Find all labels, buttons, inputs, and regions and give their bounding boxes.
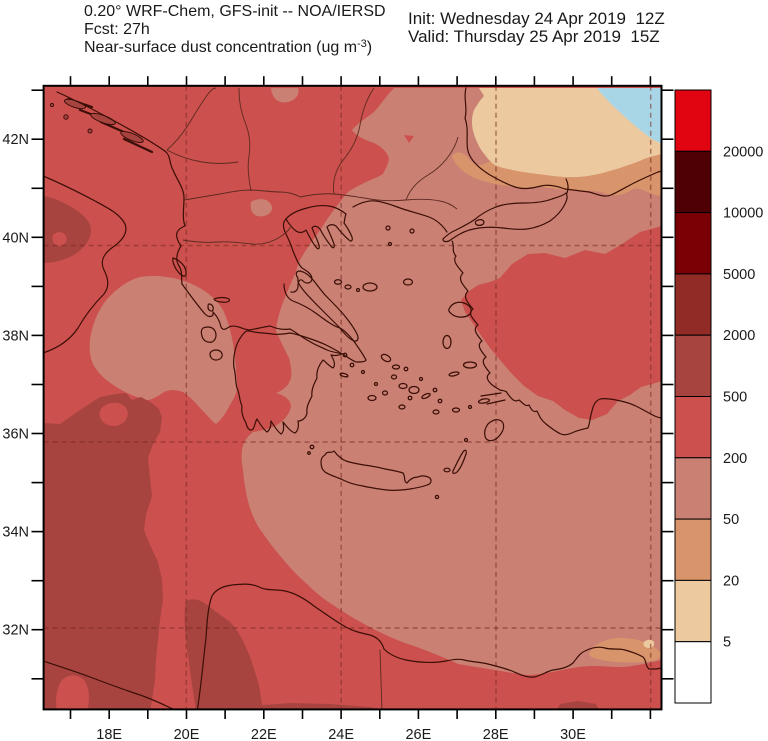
svg-text:18E: 18E (96, 727, 122, 741)
svg-text:32N: 32N (2, 623, 29, 639)
svg-text:24E: 24E (328, 727, 354, 741)
svg-text:5: 5 (723, 635, 731, 651)
svg-text:38N: 38N (2, 328, 29, 344)
svg-text:20000: 20000 (723, 144, 763, 160)
svg-text:Init: Wednesday 24 Apr 2019 1: Init: Wednesday 24 Apr 2019 12Z (408, 9, 665, 28)
svg-text:50: 50 (723, 512, 739, 528)
svg-text:Valid: Thursday 25 Apr 2019 1: Valid: Thursday 25 Apr 2019 15Z (408, 27, 660, 46)
svg-text:20E: 20E (174, 727, 200, 741)
svg-text:26E: 26E (405, 727, 431, 741)
svg-text:28E: 28E (483, 727, 509, 741)
svg-text:40N: 40N (2, 230, 29, 246)
svg-text:2000: 2000 (723, 328, 755, 344)
svg-text:Near-surface dust concentratio: Near-surface dust concentration (ug m-3) (84, 38, 372, 56)
svg-text:5000: 5000 (723, 267, 755, 283)
svg-text:Fcst: 27h: Fcst: 27h (84, 21, 150, 38)
svg-text:200: 200 (723, 451, 747, 467)
svg-text:500: 500 (723, 390, 747, 406)
svg-text:42N: 42N (2, 132, 29, 148)
svg-text:30E: 30E (560, 727, 586, 741)
svg-text:22E: 22E (251, 727, 277, 741)
svg-text:36N: 36N (2, 427, 29, 443)
svg-text:0.20° WRF-Chem, GFS-init -- NO: 0.20° WRF-Chem, GFS-init -- NOA/IERSD (84, 3, 386, 20)
svg-text:20: 20 (723, 573, 739, 589)
svg-text:34N: 34N (2, 525, 29, 541)
svg-text:10000: 10000 (723, 206, 763, 222)
